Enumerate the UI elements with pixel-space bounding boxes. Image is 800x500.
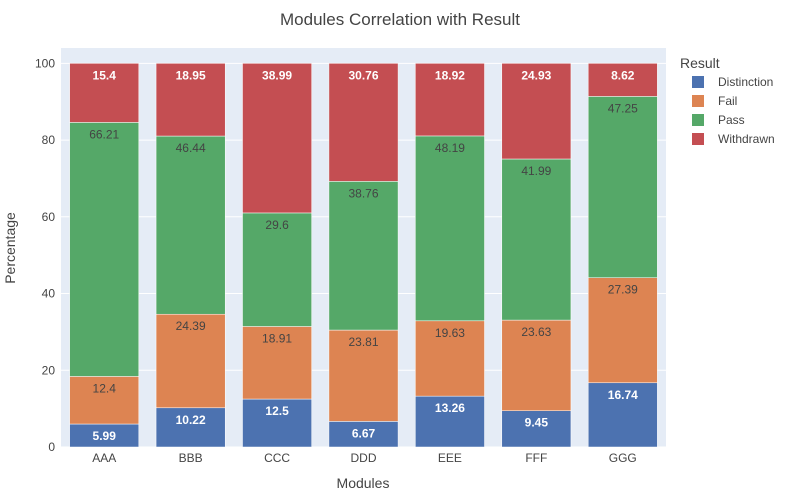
y-tick-label: 0 [48, 440, 55, 454]
data-label: 46.44 [176, 141, 206, 155]
data-label: 18.92 [435, 68, 465, 82]
x-tick-label: BBB [179, 451, 203, 465]
data-label: 29.6 [265, 218, 289, 232]
data-label: 30.76 [348, 68, 378, 82]
data-label: 16.74 [608, 388, 638, 402]
y-axis-title: Percentage [2, 212, 18, 284]
x-tick-label: CCC [264, 451, 290, 465]
legend-swatch-withdrawn [692, 133, 704, 145]
bar-withdrawn [69, 63, 140, 123]
legend-label-pass: Pass [718, 113, 745, 127]
bar-fail [587, 277, 658, 384]
x-tick-label: DDD [351, 451, 377, 465]
x-axis-title: Modules [337, 475, 390, 491]
bar-withdrawn [155, 63, 226, 137]
bar-fail [242, 326, 312, 400]
bar-fail [415, 320, 485, 397]
bars [69, 63, 658, 448]
data-label: 41.99 [521, 164, 551, 178]
x-tick-label: GGG [609, 451, 637, 465]
bar-withdrawn [328, 63, 399, 182]
bar-distinction [501, 410, 572, 448]
bar-fail [69, 376, 140, 425]
data-label: 19.63 [435, 326, 465, 340]
bar-pass [155, 135, 226, 315]
y-tick-label: 40 [42, 287, 56, 301]
bar-labels: 5.99 12.4 66.21 15.4 10.22 24.39 46.44 18.95 12.… [89, 68, 638, 443]
x-tick-label: EEE [438, 451, 462, 465]
bar-withdrawn [587, 63, 658, 97]
legend-title: Result [680, 55, 720, 71]
legend-label-distinction: Distinction [718, 75, 773, 89]
data-label: 47.25 [608, 101, 638, 115]
data-label: 23.81 [348, 335, 378, 349]
bar-pass [242, 212, 312, 327]
data-label: 18.95 [176, 68, 206, 82]
data-label: 38.99 [262, 68, 292, 82]
bar-distinction [242, 398, 312, 448]
bar-withdrawn [415, 63, 485, 137]
y-tick-label: 100 [35, 56, 55, 70]
bar-pass [69, 122, 140, 377]
x-tick-label: FFF [525, 451, 547, 465]
x-axis-ticks: AAA BBB CCC DDD EEE FFF GGG [92, 451, 637, 465]
data-label: 15.4 [93, 68, 117, 82]
legend: Result Distinction Fail Pass Withdrawn [680, 55, 775, 146]
chart-title: Modules Correlation with Result [280, 10, 520, 29]
legend-label-withdrawn: Withdrawn [718, 132, 775, 146]
x-tick-label: AAA [92, 451, 116, 465]
bar-withdrawn [242, 63, 312, 214]
data-label: 6.67 [352, 426, 376, 440]
legend-swatch-fail [692, 95, 704, 107]
y-tick-label: 60 [42, 210, 56, 224]
bar-withdrawn [501, 63, 572, 160]
data-label: 13.26 [435, 401, 465, 415]
y-tick-label: 80 [42, 133, 56, 147]
bar-pass [415, 135, 485, 322]
bar-pass [587, 96, 658, 278]
legend-label-fail: Fail [718, 94, 737, 108]
data-label: 18.91 [262, 331, 292, 345]
data-label: 9.45 [525, 416, 549, 430]
data-label: 27.39 [608, 283, 638, 297]
data-label: 24.93 [521, 68, 551, 82]
bar-pass [501, 158, 572, 321]
y-axis-ticks: 0 20 40 60 80 100 [35, 56, 55, 454]
data-label: 10.22 [176, 413, 206, 427]
data-label: 66.21 [89, 127, 119, 141]
data-label: 38.76 [348, 186, 378, 200]
y-tick-label: 20 [42, 363, 56, 377]
bar-fail [501, 319, 572, 411]
data-label: 23.63 [521, 325, 551, 339]
data-label: 24.39 [176, 319, 206, 333]
bar-distinction [415, 395, 485, 448]
data-label: 5.99 [93, 429, 117, 443]
bar-fail [328, 329, 399, 422]
bar-distinction [587, 382, 658, 448]
bar-pass [328, 181, 399, 331]
data-label: 12.4 [93, 381, 117, 395]
data-label: 48.19 [435, 141, 465, 155]
legend-swatch-pass [692, 114, 704, 126]
legend-swatch-distinction [692, 76, 704, 88]
data-label: 8.62 [611, 68, 635, 82]
data-label: 12.5 [265, 404, 289, 418]
